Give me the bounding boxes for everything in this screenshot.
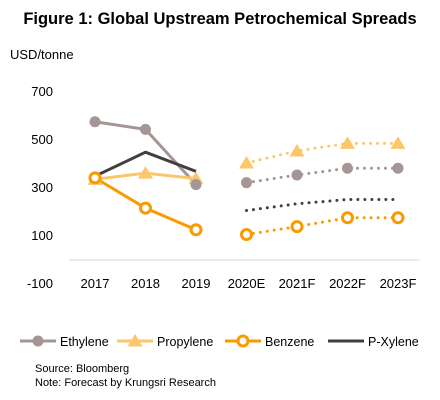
legend-propylene-label: Propylene	[157, 335, 213, 349]
legend-benzene-label: Benzene	[265, 335, 314, 349]
propylene-point	[138, 166, 153, 179]
benzene-point	[189, 223, 203, 237]
ethylene-point	[89, 116, 101, 128]
y-tick-label: 300	[31, 180, 53, 195]
ethylene-point	[392, 162, 404, 174]
ethylene-point	[342, 162, 353, 174]
x-tick-label: 2018	[131, 276, 160, 291]
ethylene-point	[190, 179, 202, 191]
chart-title: Figure 1: Global Upstream Petrochemical …	[23, 10, 417, 28]
legend-propylene-marker	[127, 334, 143, 347]
ethylene-point	[291, 169, 303, 181]
benzene-point	[88, 171, 102, 185]
propylene-point	[340, 136, 355, 149]
x-tick-label: 2017	[81, 276, 110, 291]
p-xylene-line-actual	[94, 150, 197, 178]
p-xylene-line-forecast	[245, 197, 400, 213]
forecast-note: Note: Forecast by Krungsri Research	[35, 377, 216, 389]
y-tick-label: -100	[27, 276, 53, 291]
benzene-point	[391, 211, 405, 225]
propylene-point	[239, 156, 254, 169]
benzene-line-forecast	[245, 216, 400, 237]
ethylene-point	[140, 123, 151, 135]
legend-ethylene-label: Ethylene	[60, 335, 109, 349]
propylene-line-forecast	[245, 141, 400, 165]
x-tick-label: 2020E	[228, 276, 266, 291]
ethylene-line-forecast	[245, 166, 400, 185]
x-tick-label: 2019	[182, 276, 211, 291]
legend-p-xylene-label: P-Xylene	[368, 335, 419, 349]
legend-benzene-marker	[236, 334, 250, 348]
y-tick-label: 100	[31, 228, 53, 243]
legend-ethylene-marker	[32, 335, 44, 347]
source-note: Source: Bloomberg	[35, 363, 130, 375]
x-tick-label: 2023F	[380, 276, 417, 291]
benzene-point	[139, 201, 152, 215]
y-tick-label: 500	[31, 132, 53, 147]
benzene-point	[240, 228, 253, 242]
propylene-point	[390, 136, 406, 149]
ethylene-point	[241, 177, 252, 189]
x-tick-label: 2021F	[279, 276, 316, 291]
propylene-point	[289, 144, 305, 157]
benzene-point	[290, 220, 304, 234]
y-axis-label: USD/tonne	[10, 47, 74, 62]
y-tick-label: 700	[31, 84, 53, 99]
benzene-point	[341, 211, 354, 225]
x-tick-label: 2022F	[329, 276, 366, 291]
